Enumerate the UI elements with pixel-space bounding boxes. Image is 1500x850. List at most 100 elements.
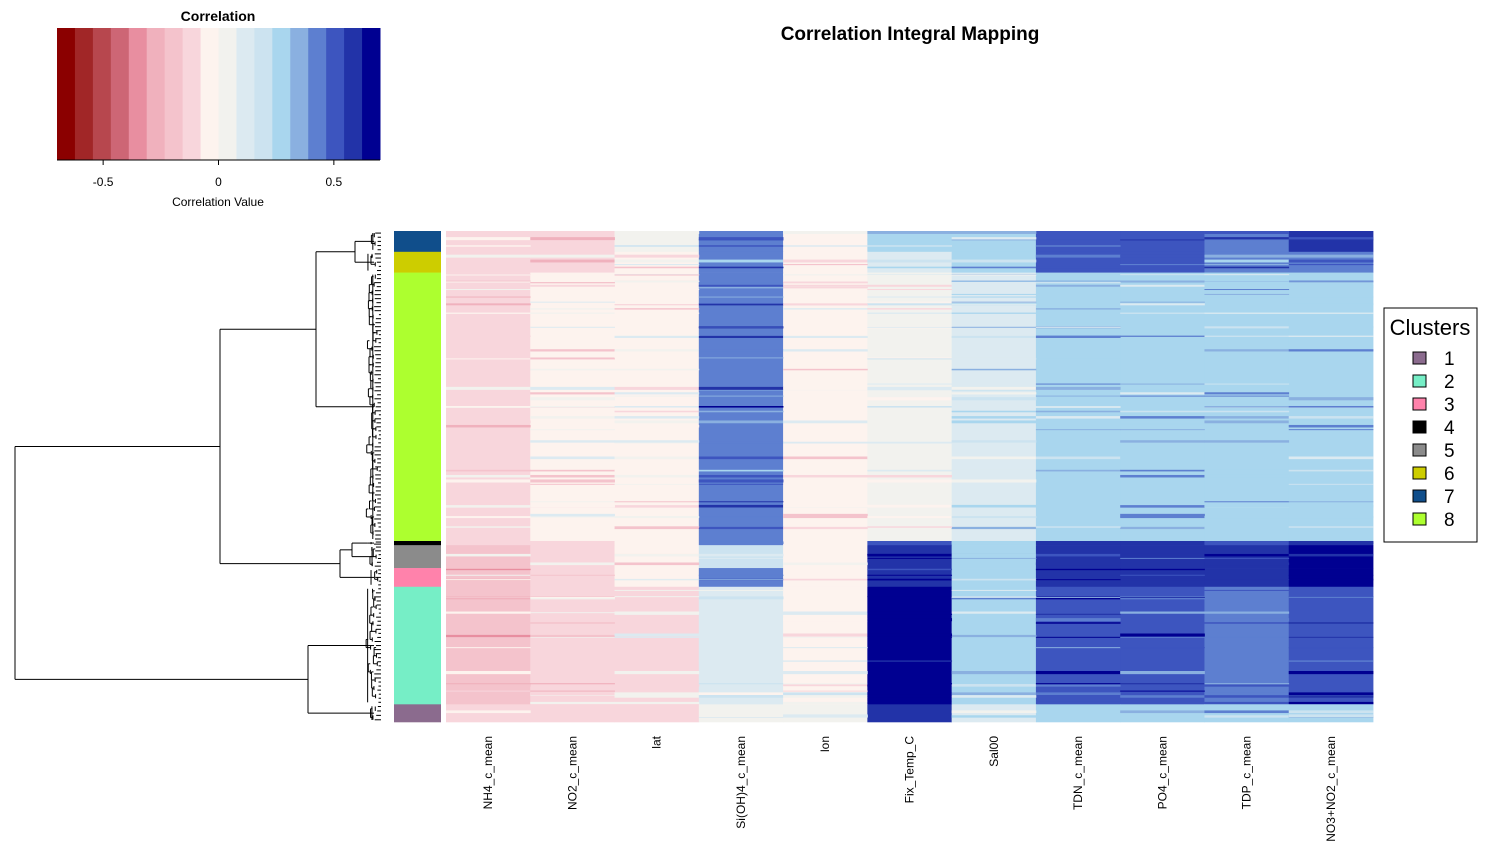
heatmap-cell [1288,281,1374,283]
colorbar-swatch [57,28,76,160]
heatmap-cell [1120,553,1205,557]
heatmap-cell [783,618,868,622]
heatmap-cell [783,386,868,390]
legend-swatch [1412,466,1427,480]
heatmap-cell [614,280,700,282]
heatmap-cell [1120,683,1205,685]
colorbar-title: Correlation [181,8,256,24]
heatmap-cell [783,660,868,662]
heatmap-cell [867,245,953,247]
heatmap-cell [530,231,615,253]
heatmap-cell [446,579,531,581]
heatmap-cell [446,683,531,685]
heatmap-cell [1288,647,1374,649]
heatmap-cell [1204,335,1290,337]
heatmap-cell [867,231,953,234]
heatmap-cell [1288,701,1374,705]
heatmap-cell [614,474,700,478]
heatmap-cell [1288,714,1374,718]
heatmap-cell [530,578,615,581]
heatmap-cell [1035,254,1121,258]
heatmap-cell [1120,254,1205,258]
heatmap-cell [1288,671,1374,675]
heatmap-cell [614,386,700,390]
heatmap-cell [867,504,953,508]
heatmap-cell [867,684,953,687]
heatmap-cell [698,589,784,591]
heatmap-cell [1204,416,1290,419]
heatmap-cell [783,611,868,614]
heatmap-cell [446,469,531,472]
heatmap-cell [867,568,953,571]
heatmap-cell [783,541,868,546]
heatmap-cell [1288,596,1374,598]
heatmap-cell [530,596,615,598]
heatmap-cell [446,568,531,588]
heatmap-cell [1035,526,1121,530]
column-label: Fix_Temp_C [903,736,917,804]
heatmap-cell [1288,541,1374,545]
heatmap-cell [698,357,784,359]
heatmap-cell [867,516,953,519]
heatmap-cell [867,568,953,588]
heatmap-cell [1120,395,1205,397]
cluster-bar-segment [394,272,441,542]
heatmap-cell [783,264,868,266]
heatmap-cell [867,441,953,444]
heatmap-cell [951,596,1037,598]
heatmap-cell [1204,289,1290,291]
heatmap-cell [1120,424,1205,428]
heatmap-cell [867,303,953,306]
heatmap-cell [1120,611,1205,614]
heatmap-cell [867,410,953,413]
heatmap-cell [614,424,700,428]
heatmap-cell [783,304,868,306]
heatmap-cell [783,568,868,588]
heatmap-cell [951,416,1037,419]
heatmap-cell [951,312,1037,314]
heatmap-cell [1035,280,1121,282]
cluster-bar-segment [394,568,441,588]
heatmap-cell [783,231,868,253]
heatmap-cell [1288,335,1374,337]
heatmap-cell [951,469,1037,472]
heatmap-cell [867,541,953,546]
heatmap-cell [783,406,868,408]
heatmap-cell [698,613,784,615]
legend-title: Clusters [1390,315,1471,340]
legend-swatch [1412,420,1427,434]
heatmap-cell [1035,613,1121,615]
heatmap-cell [530,312,615,314]
heatmap-cell [1204,420,1290,424]
heatmap-cell [1035,326,1121,328]
heatmap-cell [783,636,868,638]
heatmap-cell [1204,557,1290,559]
heatmap-cell [1120,568,1205,571]
heatmap-cell [1204,622,1290,624]
heatmap-cell [1288,284,1374,287]
heatmap-cell [530,469,615,472]
heatmap-cell [1288,704,1374,723]
heatmap-cell [1288,312,1374,314]
heatmap-cell [614,266,700,269]
heatmap-cell [783,695,868,698]
heatmap-cell [1035,596,1121,598]
heatmap-cell [698,704,784,723]
legend-swatch [1412,489,1427,503]
heatmap-cell [1035,483,1121,485]
heatmap-cell [530,504,615,508]
heatmap-cell [446,424,531,428]
heatmap-cell [867,284,953,287]
heatmap-cell [446,647,531,649]
heatmap-cell [867,416,953,419]
legend-label: 3 [1444,395,1455,416]
cluster-bar-segment [394,545,441,569]
heatmap-cell [1120,526,1205,530]
heatmap-cell [614,308,700,310]
heatmap-cell [1204,231,1290,234]
heatmap-cell [614,410,700,413]
heatmap-cell [1288,622,1374,624]
heatmap-cell [1288,456,1374,460]
heatmap-cell [1120,289,1205,291]
heatmap-cell [698,456,784,460]
